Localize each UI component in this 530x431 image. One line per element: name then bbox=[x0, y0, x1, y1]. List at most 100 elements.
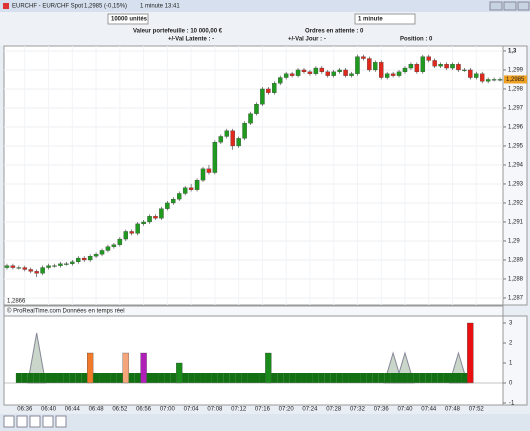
minimize-button[interactable] bbox=[489, 1, 503, 11]
bar bbox=[431, 373, 438, 383]
bar bbox=[104, 373, 111, 383]
bar bbox=[81, 373, 88, 383]
x-tick-label: 07:44 bbox=[421, 407, 437, 413]
tool-button[interactable] bbox=[16, 415, 28, 428]
candle-body bbox=[373, 62, 378, 71]
candle-body bbox=[450, 64, 455, 69]
bar bbox=[140, 352, 147, 384]
bar bbox=[146, 373, 153, 383]
candle-body bbox=[28, 269, 33, 272]
x-tick-label: 07:36 bbox=[374, 407, 390, 413]
candle-body bbox=[182, 187, 188, 194]
x-tick-label: 07:12 bbox=[231, 407, 247, 413]
candle-body bbox=[390, 73, 396, 76]
y-tick-label: 2 bbox=[509, 341, 513, 347]
candle-body bbox=[147, 216, 152, 223]
period: 1 minute 13:41 bbox=[140, 4, 180, 10]
y-tick-label: 1,287 bbox=[508, 296, 524, 302]
x-tick-label: 07:08 bbox=[207, 407, 223, 413]
candle-body bbox=[420, 56, 426, 72]
x-tick-label: 06:48 bbox=[89, 407, 105, 413]
x-tick-label: 07:52 bbox=[469, 407, 485, 413]
candle-body bbox=[188, 187, 194, 190]
last-price-label: 1,2985 bbox=[506, 77, 525, 83]
candle-body bbox=[254, 103, 259, 114]
candle-body bbox=[260, 88, 265, 105]
bar bbox=[200, 373, 206, 383]
bar bbox=[413, 373, 420, 383]
candle-body bbox=[141, 221, 146, 225]
candle-body bbox=[22, 267, 28, 270]
candle-body bbox=[165, 202, 170, 209]
x-tick-label: 06:52 bbox=[112, 407, 128, 413]
candle-body bbox=[438, 64, 443, 67]
candle-body bbox=[479, 73, 485, 82]
candle-body bbox=[485, 79, 491, 82]
candle-body bbox=[355, 56, 360, 74]
bar bbox=[182, 373, 189, 383]
candle-body bbox=[396, 71, 402, 76]
bar bbox=[241, 373, 248, 383]
bar bbox=[461, 373, 468, 383]
interval-dropdown[interactable] bbox=[354, 13, 416, 25]
bar bbox=[188, 373, 195, 383]
candle-body bbox=[414, 64, 420, 72]
bar bbox=[87, 352, 94, 384]
candle-body bbox=[212, 142, 218, 173]
price-axis bbox=[502, 45, 528, 306]
bar bbox=[164, 373, 171, 383]
y-tick-label: 1 bbox=[509, 361, 513, 367]
x-tick-label: 07:16 bbox=[255, 407, 271, 413]
candle-body bbox=[224, 130, 229, 137]
candle-body bbox=[123, 231, 129, 240]
quantity-dropdown[interactable] bbox=[107, 13, 149, 25]
tool-button[interactable] bbox=[3, 415, 15, 428]
candle-body bbox=[349, 73, 354, 76]
y-tick-label: 1,299 bbox=[508, 68, 524, 74]
maximize-button[interactable] bbox=[503, 1, 517, 11]
candle-body bbox=[135, 223, 140, 234]
bar bbox=[324, 373, 331, 383]
y-tick-label: 3 bbox=[509, 321, 513, 327]
bar bbox=[205, 373, 212, 383]
bar bbox=[283, 373, 290, 383]
candle-body bbox=[200, 168, 206, 181]
bar bbox=[455, 373, 462, 383]
candle-body bbox=[474, 73, 479, 78]
candle-body bbox=[93, 254, 99, 257]
x-tick-label: 07:20 bbox=[279, 407, 295, 413]
tool-button[interactable] bbox=[55, 415, 67, 428]
bar bbox=[342, 373, 349, 383]
candle-body bbox=[468, 69, 473, 78]
candle-body bbox=[70, 261, 75, 264]
candle-body bbox=[105, 246, 111, 251]
y-tick-label: 1,29 bbox=[508, 239, 520, 245]
candle-body bbox=[58, 263, 63, 266]
bar bbox=[396, 373, 403, 383]
bar bbox=[407, 373, 414, 383]
bar bbox=[378, 373, 385, 383]
bar bbox=[348, 373, 355, 383]
candle-body bbox=[40, 267, 45, 274]
orders: Ordres en attente : 0 bbox=[305, 29, 364, 35]
tool-button[interactable] bbox=[42, 415, 54, 428]
bar bbox=[425, 373, 432, 383]
candle-body bbox=[272, 83, 277, 93]
portfolio: Valeur portefeuille : 10 000,00 € bbox=[133, 29, 223, 35]
indicator-axis bbox=[502, 315, 528, 406]
bar bbox=[75, 373, 82, 383]
latent: +/-Val Latente : - bbox=[168, 37, 214, 43]
close-button[interactable] bbox=[517, 1, 530, 11]
candle-body bbox=[76, 257, 81, 263]
bar bbox=[318, 373, 325, 383]
candle-body bbox=[230, 130, 235, 147]
candle-body bbox=[361, 56, 366, 59]
tool-button[interactable] bbox=[29, 415, 41, 428]
candle-body bbox=[384, 73, 390, 78]
low-label: 1,2866 bbox=[7, 299, 26, 305]
bar bbox=[330, 373, 337, 383]
bar bbox=[449, 373, 456, 383]
y-tick-label: 1,288 bbox=[508, 277, 524, 283]
bar bbox=[99, 373, 105, 383]
